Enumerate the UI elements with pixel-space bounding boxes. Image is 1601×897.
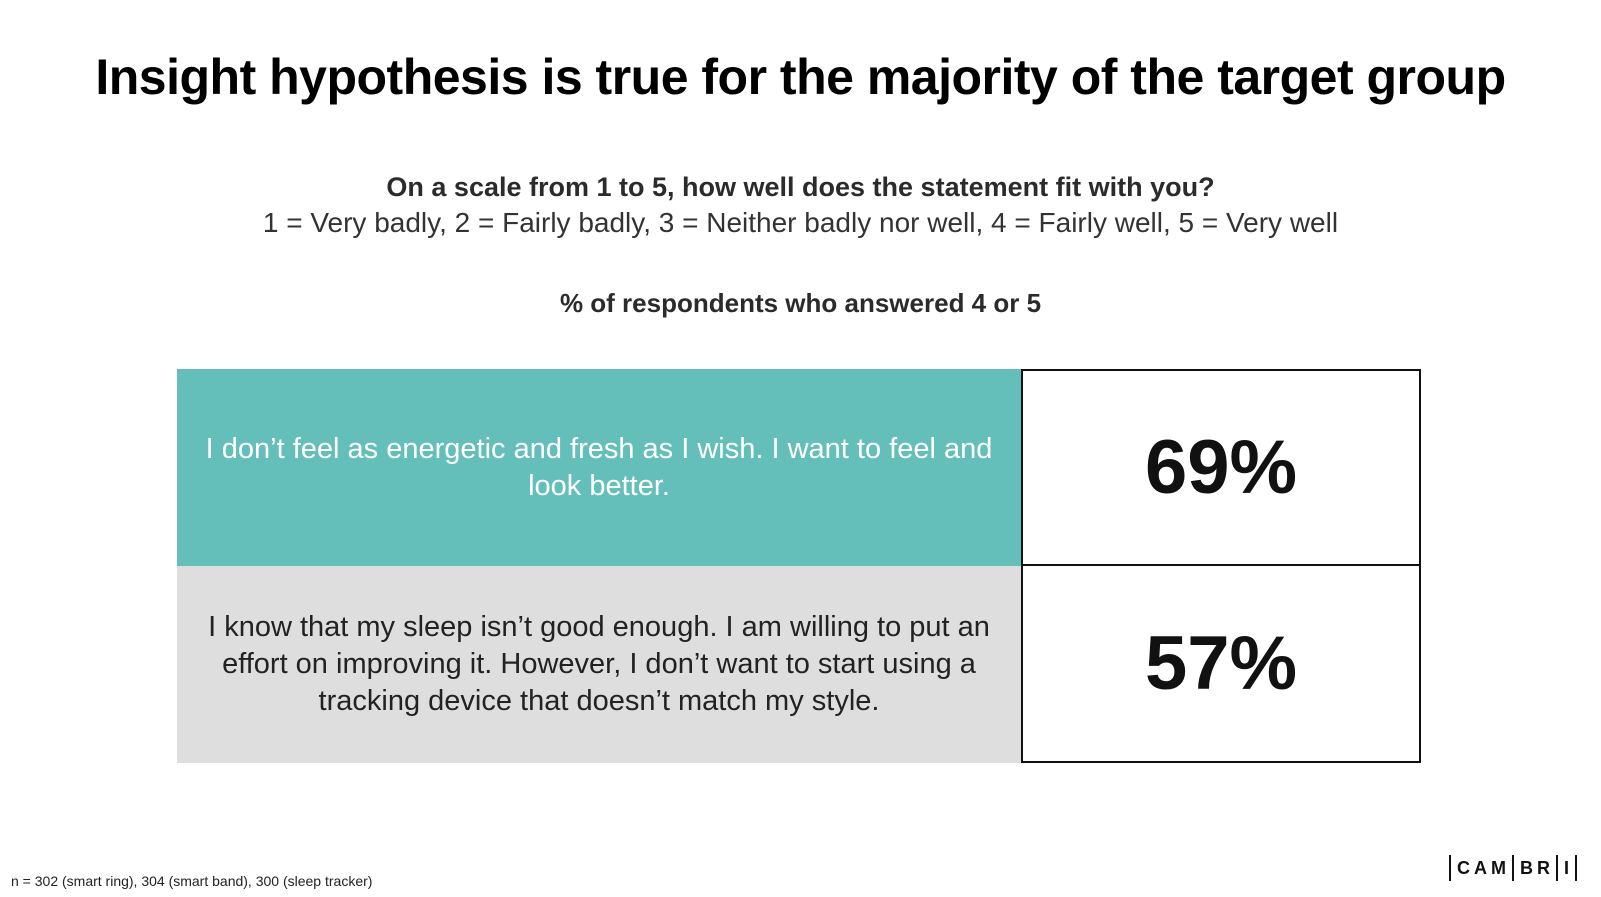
statement-text: I don’t feel as energetic and fresh as I… [205, 432, 993, 502]
logo-segment: I [1563, 857, 1573, 878]
statement-cell: I know that my sleep isn’t good enough. … [177, 566, 1021, 763]
logo-segment: BR [1519, 857, 1554, 878]
result-row: I don’t feel as energetic and fresh as I… [177, 369, 1421, 566]
percentage-value: 69% [1021, 369, 1421, 566]
logo-divider [1575, 855, 1577, 881]
scale-legend: 1 = Very badly, 2 = Fairly badly, 3 = Ne… [262, 207, 1339, 238]
cambri-logo: CAM BR I [1447, 855, 1583, 881]
logo-divider [1555, 855, 1558, 881]
statement-cell: I don’t feel as energetic and fresh as I… [177, 369, 1021, 566]
logo-segment: CAM [1456, 857, 1510, 878]
logo-divider [1511, 855, 1514, 881]
logo-divider [1448, 855, 1451, 881]
statement-text: I know that my sleep isn’t good enough. … [208, 611, 990, 717]
survey-question: On a scale from 1 to 5, how well does th… [386, 172, 1215, 202]
result-row: I know that my sleep isn’t good enough. … [177, 566, 1421, 763]
metric-label: % of respondents who answered 4 or 5 [559, 288, 1042, 318]
slide-title: Insight hypothesis is true for the major… [95, 49, 1506, 105]
percentage-value: 57% [1021, 566, 1421, 763]
sample-size-footnote: n = 302 (smart ring), 304 (smart band), … [11, 873, 373, 889]
results-table: I don’t feel as energetic and fresh as I… [177, 369, 1421, 763]
